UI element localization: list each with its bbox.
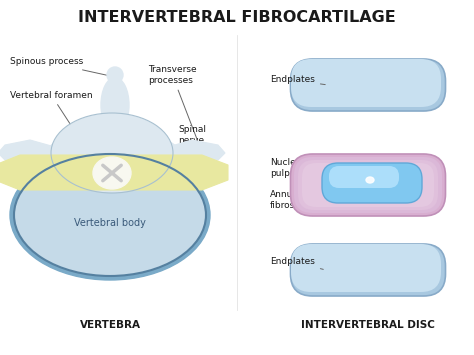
FancyBboxPatch shape bbox=[291, 59, 446, 111]
Text: INTERVERTEBRAL FIBROCARTILAGE: INTERVERTEBRAL FIBROCARTILAGE bbox=[78, 11, 396, 26]
Text: Annulus
fibrosus: Annulus fibrosus bbox=[270, 190, 313, 210]
FancyBboxPatch shape bbox=[291, 154, 446, 216]
Ellipse shape bbox=[52, 114, 172, 192]
Text: VERTEBRA: VERTEBRA bbox=[80, 320, 140, 330]
Ellipse shape bbox=[107, 67, 123, 83]
FancyBboxPatch shape bbox=[302, 163, 434, 207]
Text: Endplates: Endplates bbox=[270, 257, 323, 269]
Ellipse shape bbox=[101, 77, 129, 132]
Ellipse shape bbox=[15, 155, 205, 275]
FancyBboxPatch shape bbox=[298, 160, 438, 210]
FancyBboxPatch shape bbox=[329, 166, 399, 188]
FancyBboxPatch shape bbox=[291, 244, 441, 292]
Text: Vertebral body: Vertebral body bbox=[74, 218, 146, 228]
Text: Vertebral foramen: Vertebral foramen bbox=[10, 91, 100, 171]
FancyBboxPatch shape bbox=[291, 59, 441, 107]
Ellipse shape bbox=[366, 177, 374, 183]
Ellipse shape bbox=[93, 157, 131, 189]
Ellipse shape bbox=[10, 150, 210, 280]
Ellipse shape bbox=[46, 140, 91, 175]
FancyBboxPatch shape bbox=[294, 157, 442, 213]
Text: INTERVERTEBRAL DISC: INTERVERTEBRAL DISC bbox=[301, 320, 435, 330]
Polygon shape bbox=[0, 140, 55, 163]
Text: Nucleus
pulposus: Nucleus pulposus bbox=[270, 158, 335, 179]
Text: Transverse
processes: Transverse processes bbox=[148, 65, 199, 144]
Text: Spinal
nerve: Spinal nerve bbox=[178, 125, 214, 173]
Polygon shape bbox=[168, 140, 225, 163]
FancyBboxPatch shape bbox=[291, 244, 446, 296]
FancyBboxPatch shape bbox=[322, 163, 422, 203]
Text: Endplates: Endplates bbox=[270, 76, 325, 84]
Text: Spinous process: Spinous process bbox=[10, 58, 112, 76]
Ellipse shape bbox=[136, 140, 181, 175]
Polygon shape bbox=[0, 155, 228, 190]
